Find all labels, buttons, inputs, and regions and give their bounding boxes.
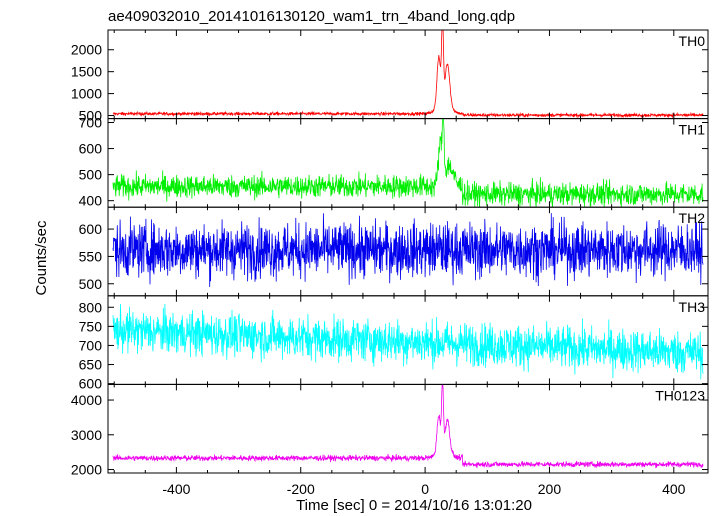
y-tick-label: 550 xyxy=(79,248,103,264)
x-tick-label: -200 xyxy=(287,481,315,497)
y-tick-label: 1500 xyxy=(71,64,102,80)
panel-th2: 500 550 600 TH2 xyxy=(79,206,709,297)
series-line-th0123 xyxy=(112,384,704,469)
y-tick-label: 3000 xyxy=(71,427,102,443)
chart-title: ae409032010_20141016130120_wam1_trn_4ban… xyxy=(108,8,515,25)
y-tick-label: 700 xyxy=(79,115,103,131)
series-line-th0 xyxy=(112,29,704,119)
y-axis-label: Counts/sec xyxy=(33,220,50,296)
panel-label-th1: TH1 xyxy=(679,122,706,138)
y-tick-label: 4000 xyxy=(71,392,102,408)
y-tick-label: 2000 xyxy=(71,462,102,478)
series-line-th1 xyxy=(112,118,704,208)
series-line-th2 xyxy=(112,213,704,288)
x-tick-label: -400 xyxy=(162,481,190,497)
x-axis-label: Time [sec] 0 = 2014/10/16 13:01:20 xyxy=(296,497,532,514)
y-tick-label: 750 xyxy=(79,318,103,334)
panel-frame xyxy=(107,29,709,120)
panel-th0: 500 1000 1500 2000 TH0 xyxy=(71,29,709,124)
panel-th1: 400 500 600 700 TH1 xyxy=(79,115,709,209)
panel-label-th0123: TH0123 xyxy=(655,387,705,403)
y-tick-label: 600 xyxy=(79,221,103,237)
panel-label-th0: TH0 xyxy=(679,33,706,49)
panel-label-th2: TH2 xyxy=(679,210,706,226)
panel-label-th3: TH3 xyxy=(679,299,706,315)
panel-frame xyxy=(107,383,709,474)
y-tick-label: 2000 xyxy=(71,42,102,58)
y-tick-label: 650 xyxy=(79,357,103,373)
x-tick-label: 0 xyxy=(421,481,429,497)
series-line-th3 xyxy=(112,303,704,380)
y-tick-label: 500 xyxy=(79,276,103,292)
panel-th3: 600 650 700 750 800 TH3 xyxy=(79,295,709,392)
y-tick-label: 800 xyxy=(79,299,103,315)
y-tick-label: 600 xyxy=(79,141,103,157)
y-tick-label: 700 xyxy=(79,337,103,353)
y-tick-label: 500 xyxy=(79,167,103,183)
y-tick-label: 400 xyxy=(79,193,103,209)
y-tick-label: 600 xyxy=(79,376,103,392)
panel-th0123: 2000 3000 4000 TH0123 xyxy=(71,383,709,478)
y-tick-label: 500 xyxy=(79,108,103,124)
x-tick-label: 400 xyxy=(662,481,686,497)
y-tick-label: 1000 xyxy=(71,86,102,102)
x-tick-label: 200 xyxy=(538,481,562,497)
